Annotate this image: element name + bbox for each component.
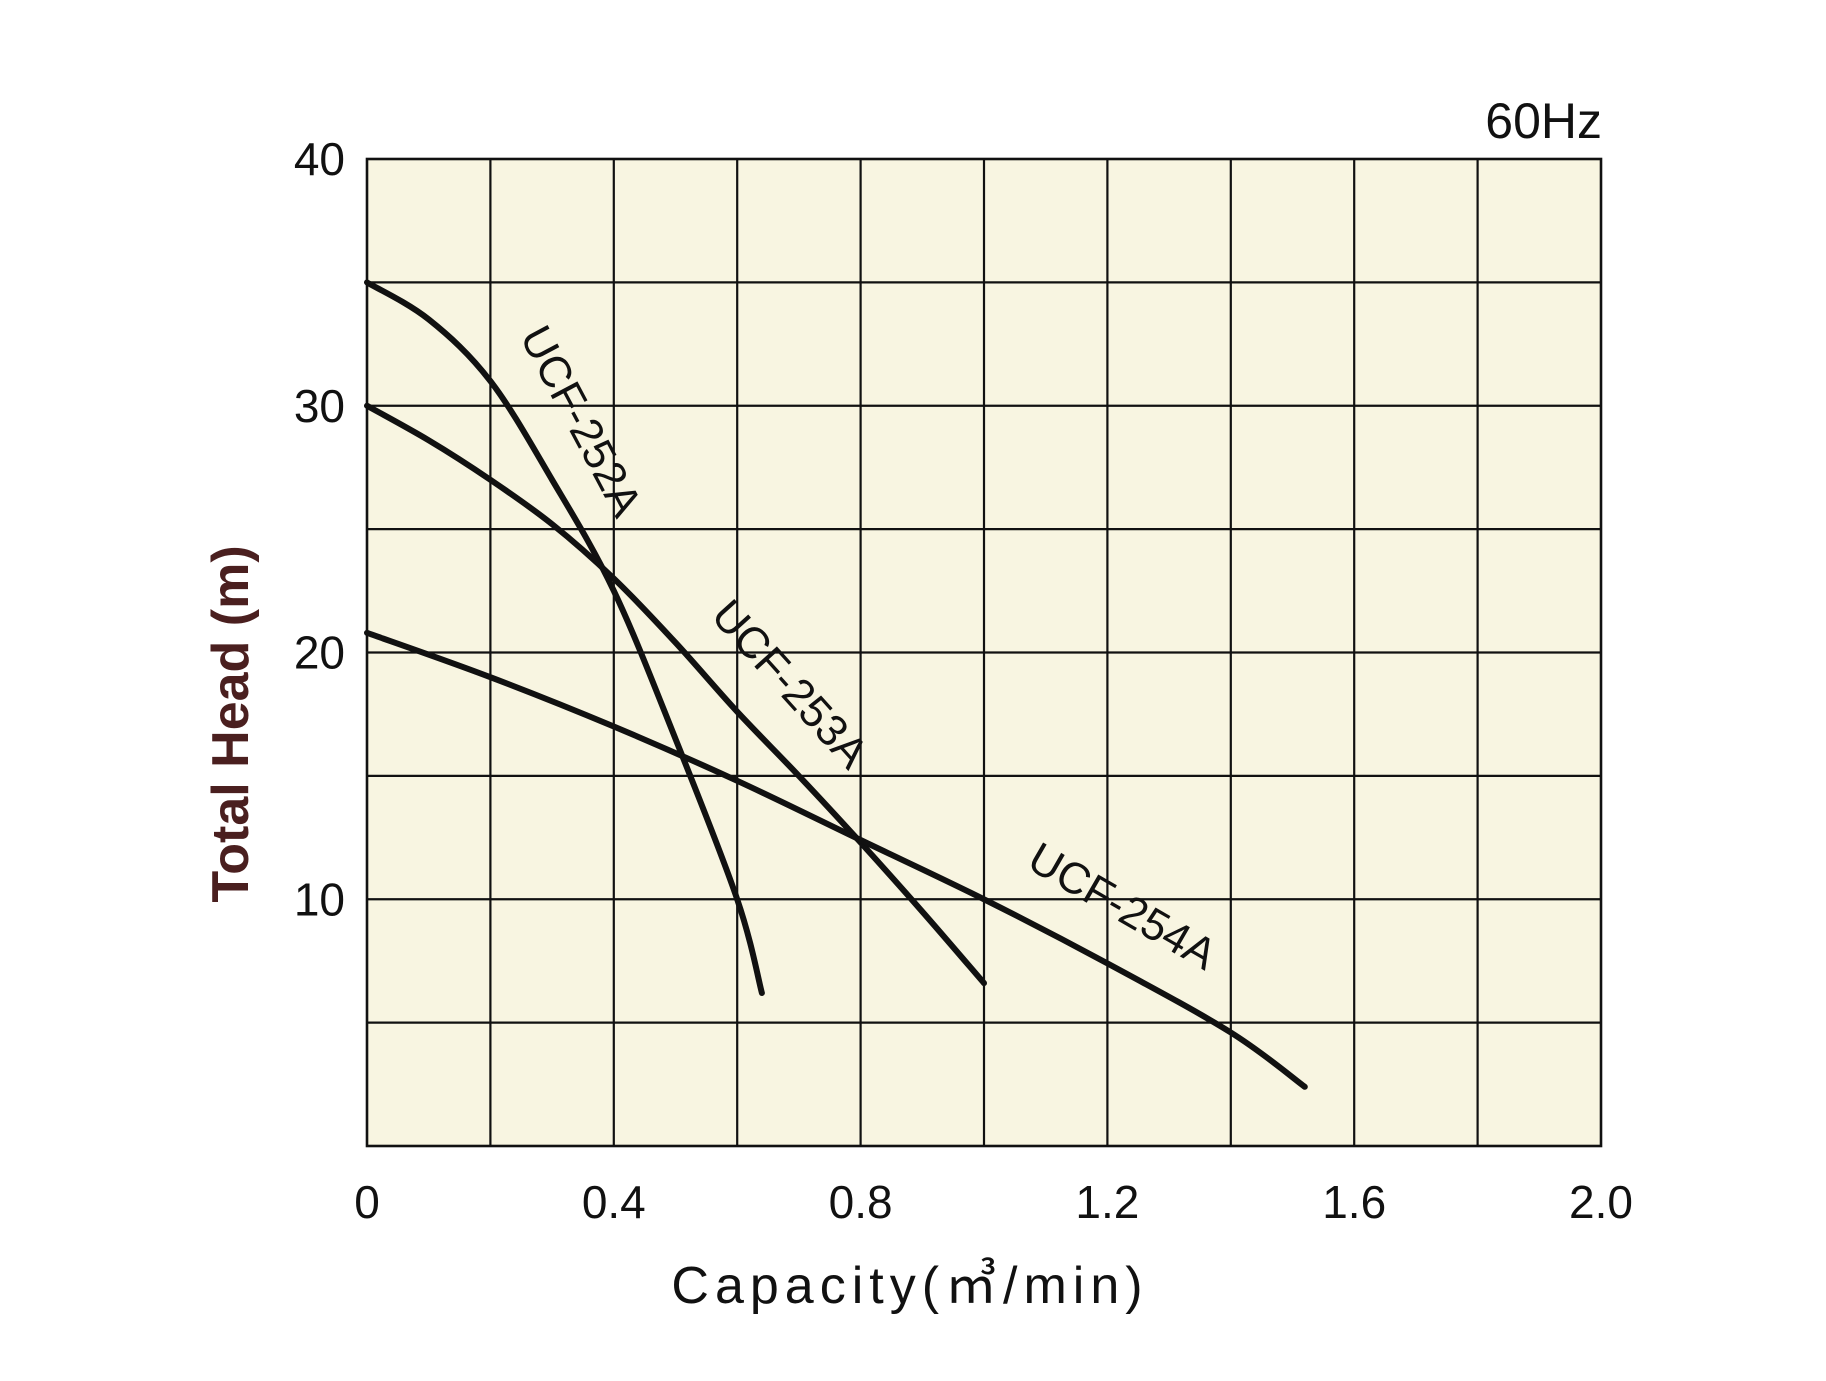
series-line-ucf-253a <box>364 402 987 987</box>
y-tick-label: 20 <box>294 627 345 679</box>
x-tick-label: 1.2 <box>1075 1176 1139 1228</box>
y-axis-label: Total Head (m) <box>202 545 260 902</box>
x-tick-label: 1.6 <box>1322 1176 1386 1228</box>
series-lines <box>364 279 1308 1090</box>
y-tick-label: 40 <box>294 133 345 185</box>
plot-frame <box>365 157 1603 1148</box>
series-line-ucf-254a <box>364 629 1308 1090</box>
x-tick-label: 2.0 <box>1569 1176 1633 1228</box>
frequency-annotation: 60Hz <box>1485 93 1602 149</box>
y-tick-label: 10 <box>294 873 345 925</box>
x-tick-label: 0 <box>354 1176 380 1228</box>
x-tick-label: 0.8 <box>829 1176 893 1228</box>
x-axis-label: Capacity(㎥/min) <box>671 1257 1148 1315</box>
tick-labels: 0 0.4 0.8 1.2 1.6 2.0 10 20 30 40 <box>294 133 1633 1228</box>
y-tick-label: 30 <box>294 380 345 432</box>
x-tick-label: 0.4 <box>582 1176 646 1228</box>
